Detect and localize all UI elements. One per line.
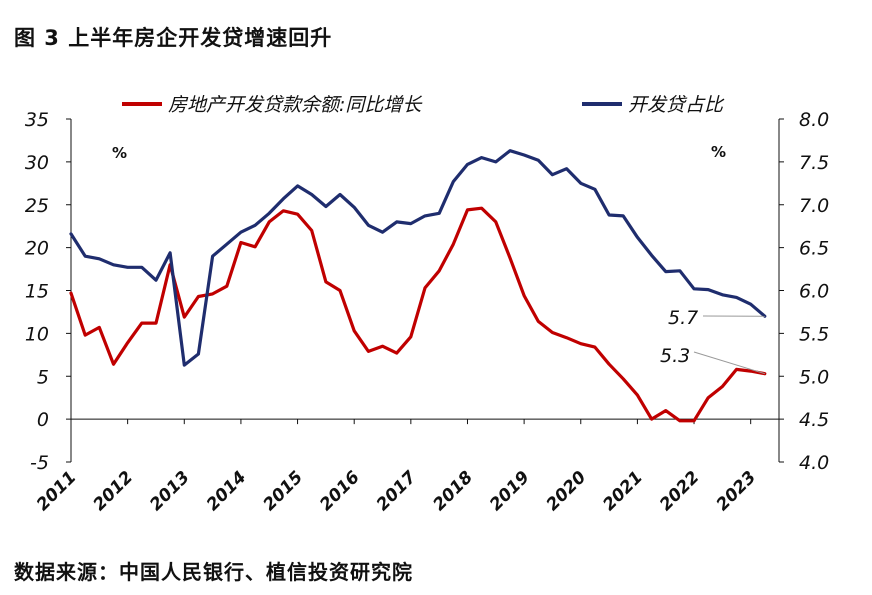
x-tick-label: 2016 [316,467,364,515]
right-axis-unit: % [711,143,726,161]
y-tick-label: 35 [25,109,49,131]
x-tick-label: 2023 [713,467,761,515]
x-tick-label: 2019 [486,467,534,515]
x-tick-label: 2013 [146,467,194,515]
y2-tick-label: 5.0 [799,366,829,388]
y2-tick-label: 8.0 [799,109,829,131]
annotation-label: 5.7 [668,307,698,329]
annotations: 5.7 5.3 [660,307,765,375]
axes: 35302520151050-58.07.57.06.56.05.55.04.5… [25,109,829,515]
y2-tick-label: 7.5 [799,152,829,174]
chart-title: 图 3 上半年房企开发贷增速回升 [14,26,333,50]
x-tick-label: 2018 [429,467,477,515]
y-tick-label: 15 [25,281,49,303]
legend-label-loan-growth: 房地产开发贷款余额:同比增长 [168,94,423,116]
y2-tick-label: 4.5 [799,409,829,431]
y2-tick-label: 7.0 [799,195,829,217]
annotation-leader-line [693,351,765,375]
x-tick-label: 2012 [90,467,138,515]
left-axis-unit: % [112,144,127,162]
x-tick-label: 2021 [599,467,647,515]
y-tick-label: 5 [37,366,49,388]
y2-tick-label: 5.5 [799,323,829,345]
x-tick-label: 2011 [33,467,81,515]
data-source-note: 数据来源：中国人民银行、植信投资研究院 [14,560,413,584]
series-line-loan-growth [69,206,767,423]
legend-label-loan-share: 开发贷占比 [628,94,725,116]
y-tick-label: 20 [25,238,49,260]
y2-tick-label: 4.0 [799,452,829,474]
y-tick-label: 25 [25,195,49,217]
x-tick-label: 2022 [656,467,704,515]
y-tick-label: 0 [37,409,49,431]
x-tick-label: 2017 [373,467,421,515]
y2-tick-label: 6.5 [799,238,829,260]
legend: 房地产开发贷款余额:同比增长 开发贷占比 [122,94,725,116]
annotation-label: 5.3 [660,345,690,367]
y-tick-label: 10 [25,323,49,345]
x-tick-label: 2014 [203,467,251,515]
y2-tick-label: 6.0 [799,281,829,303]
y-tick-label: -5 [30,452,49,474]
x-tick-label: 2020 [543,467,591,515]
series-line-loan-share [69,149,767,367]
series-lines [69,149,767,423]
y-tick-label: 30 [25,152,49,174]
x-tick-label: 2015 [259,467,307,515]
